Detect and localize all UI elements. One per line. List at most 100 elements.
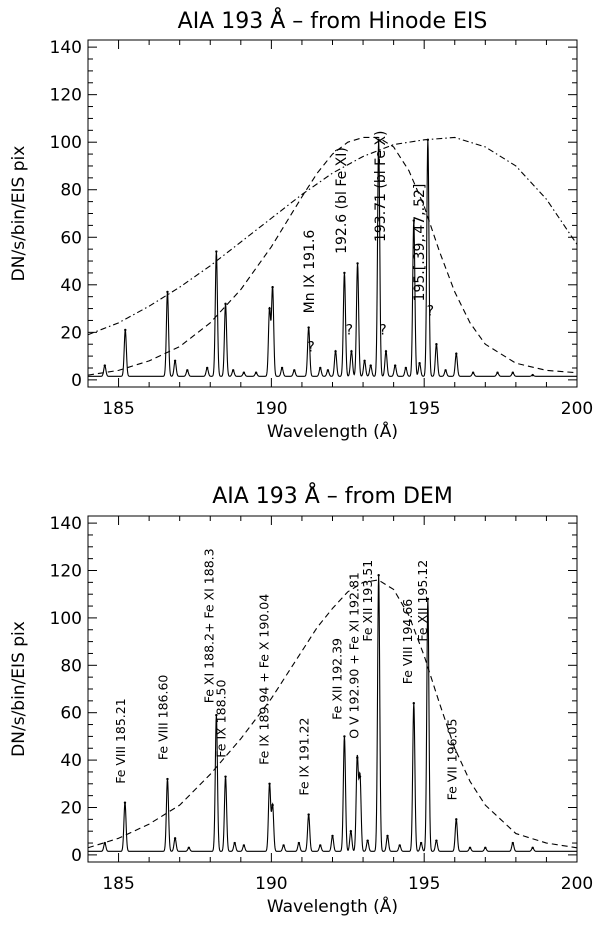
spectral-line-peak bbox=[511, 371, 515, 374]
spectral-line-peak bbox=[293, 369, 296, 372]
spectral-line-peak bbox=[377, 574, 380, 577]
spectral-line-peak bbox=[444, 369, 447, 372]
spectral-line-peak bbox=[343, 735, 346, 738]
y-tick-label: 120 bbox=[50, 86, 82, 106]
spectral-line-peak bbox=[412, 702, 415, 705]
x-tick-label: 200 bbox=[561, 874, 593, 894]
line-annotation: Fe IX 188.50 bbox=[214, 680, 229, 758]
chart-panel-1: AIA 193 Å – from Hinode EIS 185 190 195 200 0… bbox=[9, 7, 593, 442]
line-annotation: 192.6 (bl Fe XI) bbox=[334, 147, 350, 254]
y-tick-label: 0 bbox=[71, 846, 82, 866]
spectral-line-peak bbox=[297, 841, 301, 845]
spectral-line-peak bbox=[377, 138, 380, 142]
spectral-line-peak bbox=[103, 364, 107, 367]
spectral-line-peak bbox=[319, 844, 322, 847]
spectral-line-peak bbox=[280, 366, 284, 370]
line-annotation: Fe VIII 185.21 bbox=[113, 698, 128, 784]
spectral-line-peak bbox=[307, 813, 310, 816]
spectral-line-peak bbox=[331, 834, 334, 838]
y-tick-label: 20 bbox=[60, 798, 82, 818]
y-tick-label: 100 bbox=[50, 609, 82, 629]
x-tick-label: 185 bbox=[102, 399, 134, 419]
spectral-line-peak bbox=[531, 373, 534, 377]
spectral-line-peak bbox=[166, 290, 169, 294]
spectral-line-peak bbox=[166, 777, 169, 781]
x-tick-label: 200 bbox=[561, 399, 593, 419]
spectral-line-peak bbox=[398, 844, 401, 847]
line-annotation: O V 192.90 + Fe XI 192.81 bbox=[346, 572, 361, 739]
line-annotation: Fe VIII 194.66 bbox=[400, 599, 415, 685]
spectral-line-peak bbox=[468, 846, 472, 849]
spectral-line-peak bbox=[224, 302, 227, 306]
spectral-line-peak bbox=[326, 369, 330, 372]
spectral-line-peak bbox=[173, 837, 177, 840]
x-tick-label: 185 bbox=[102, 874, 134, 894]
series-line-smoothed-spectrum bbox=[87, 136, 578, 336]
y-tick-label: 80 bbox=[60, 656, 82, 676]
spectral-line-peak bbox=[496, 371, 499, 374]
x-tick-label: 195 bbox=[408, 399, 440, 419]
line-annotation: Fe XII 193.51 bbox=[360, 560, 375, 642]
series-line-eis-spectrum bbox=[88, 139, 577, 377]
y-tick-label: 60 bbox=[60, 704, 82, 724]
spectral-line-peak bbox=[369, 364, 372, 367]
spectral-line-peak bbox=[386, 834, 389, 838]
spectral-line-peak bbox=[350, 350, 353, 353]
y-tick-label: 80 bbox=[60, 181, 82, 201]
spectral-line-peak bbox=[343, 271, 346, 275]
unidentified-marker: ? bbox=[346, 323, 353, 339]
spectral-line-peak bbox=[435, 343, 438, 346]
spectral-line-peak bbox=[393, 364, 397, 367]
spectral-line-peak bbox=[435, 839, 438, 842]
spectral-line-peak bbox=[307, 326, 310, 329]
line-annotation: Fe VIII 186.60 bbox=[155, 675, 170, 761]
y-tick-label: 40 bbox=[60, 276, 82, 296]
line-annotation: Fe XI 188.2+ Fe XI 188.3 bbox=[201, 548, 216, 703]
y-axis-label: DN/s/bin/EIS pix bbox=[9, 146, 29, 282]
spectral-line-peak bbox=[242, 844, 246, 847]
spectral-line-peak bbox=[412, 219, 415, 222]
y-tick-label: 140 bbox=[50, 514, 82, 534]
unidentified-marker: ? bbox=[307, 339, 314, 355]
spectral-line-peak bbox=[186, 369, 189, 372]
spectral-line-peak bbox=[268, 782, 271, 785]
line-annotation: 193.71 (bl Fe X) bbox=[373, 130, 389, 242]
spectral-line-peak bbox=[426, 597, 430, 601]
unidentified-marker: ? bbox=[427, 304, 434, 320]
spectral-line-peak bbox=[103, 841, 107, 845]
spectral-line-peak bbox=[358, 775, 362, 778]
spectral-line-peak bbox=[511, 841, 515, 845]
spectral-line-peak bbox=[173, 359, 177, 363]
spectral-line-peak bbox=[123, 801, 127, 804]
spectral-line-peak bbox=[366, 839, 369, 842]
spectral-line-peak bbox=[384, 350, 388, 353]
y-tick-label: 0 bbox=[71, 371, 82, 391]
spectral-line-peak bbox=[187, 846, 191, 849]
x-tick-label: 190 bbox=[255, 874, 287, 894]
line-annotation: Mn IX 191.6 bbox=[302, 230, 318, 314]
line-annotation: Fe XII 195.12 bbox=[415, 560, 430, 642]
y-tick-label: 60 bbox=[60, 228, 82, 248]
line-annotation: Fe IX 191.22 bbox=[297, 717, 312, 795]
spectral-line-peak bbox=[531, 846, 534, 849]
x-tick-label: 195 bbox=[408, 874, 440, 894]
x-axis-label: Wavelength (Å) bbox=[267, 420, 398, 442]
chart-title: AIA 193 Å – from Hinode EIS bbox=[178, 7, 488, 34]
plot-frame bbox=[87, 39, 578, 388]
y-axis-label: DN/s/bin/EIS pix bbox=[9, 621, 29, 757]
y-tick-label: 20 bbox=[60, 323, 82, 343]
spectral-line-peak bbox=[242, 371, 246, 374]
y-tick-label: 120 bbox=[50, 562, 82, 582]
spectral-line-peak bbox=[319, 366, 322, 370]
spectral-line-peak bbox=[282, 844, 285, 847]
spectral-line-peak bbox=[224, 775, 227, 778]
series-line-aia-193-response bbox=[87, 579, 578, 849]
x-axis-label: Wavelength (Å) bbox=[267, 895, 398, 917]
spectral-line-peak bbox=[455, 818, 458, 821]
spectral-line-peak bbox=[215, 713, 218, 717]
spectral-line-peak bbox=[254, 371, 258, 374]
spectral-line-peak bbox=[124, 328, 127, 332]
spectral-line-peak bbox=[404, 366, 408, 370]
line-annotation: Fe VII 196.05 bbox=[444, 719, 459, 801]
